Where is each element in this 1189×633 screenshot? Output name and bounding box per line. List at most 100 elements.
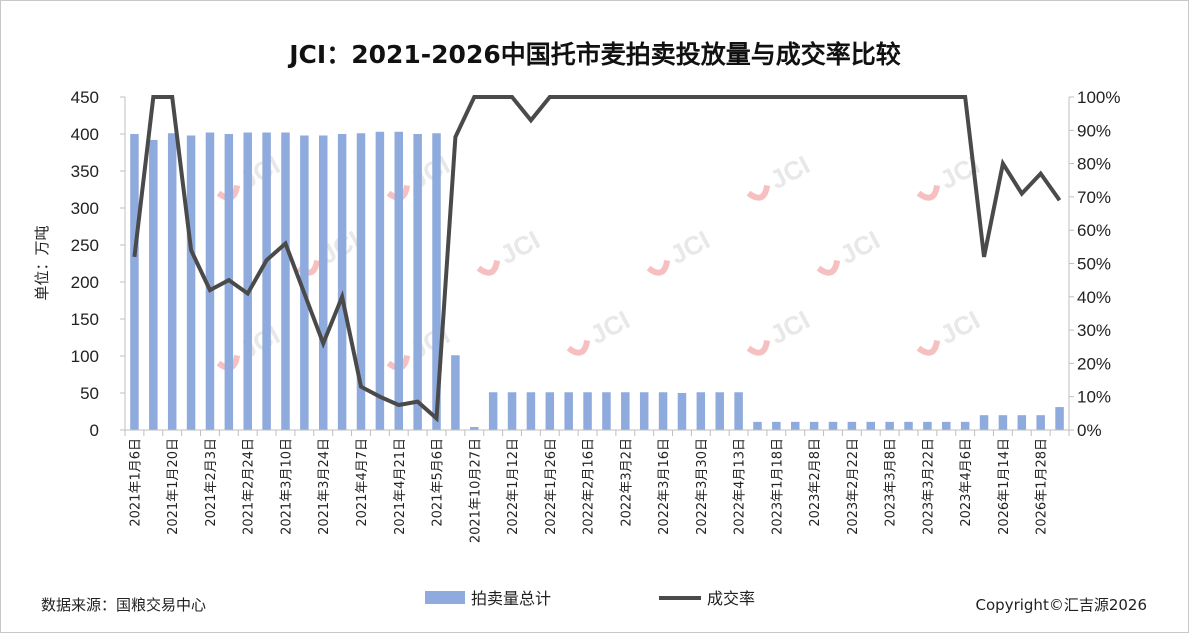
bar (696, 392, 706, 430)
legend-swatch-bar (425, 591, 465, 604)
watermark-text: JCI (585, 305, 635, 350)
bar (998, 415, 1008, 430)
y2-tick-label: 100% (1077, 88, 1120, 107)
bar (300, 135, 309, 431)
x-tick-label: 2023年3月8日 (884, 438, 899, 527)
x-tick-label: 2023年4月6日 (959, 438, 974, 527)
watermark-swoosh (566, 339, 591, 356)
y-tick-label: 100 (71, 347, 99, 366)
bar (790, 421, 800, 430)
x-tick-label: 2023年2月8日 (808, 438, 823, 527)
x-tick-label: 2021年2月24日 (242, 438, 257, 535)
left-y-ticks: 450 400 350 300 250 200 150 100 50 0 (71, 88, 125, 440)
y2-tick-label: 20% (1077, 354, 1111, 373)
bar (281, 132, 290, 430)
bar (356, 133, 366, 430)
watermark-swoosh (746, 339, 771, 356)
y2-tick-label: 80% (1077, 155, 1111, 174)
bar (375, 131, 385, 430)
bar (828, 421, 838, 430)
bar (979, 415, 989, 430)
y-tick-label: 250 (71, 236, 99, 255)
watermark-swoosh (916, 339, 941, 356)
bar (130, 134, 139, 430)
y2-tick-label: 10% (1077, 388, 1111, 407)
x-tick-label: 2021年4月7日 (355, 438, 370, 527)
x-ticks: 2021年1月6日 2021年1月20日 2021年2月3日 2021年2月24日 20… (128, 438, 1049, 543)
legend: 拍卖量总计 成交率 (425, 589, 755, 608)
watermark-mark: JCI (816, 225, 885, 276)
legend-label-line: 成交率 (707, 589, 755, 608)
x-tick-label: 2022年1月12日 (506, 438, 521, 535)
y-tick-label: 200 (71, 273, 99, 292)
bar (243, 132, 252, 430)
right-y-ticks: 100% 90% 80% 70% 60% 50% 40% 30% 20% 10% 0% (1069, 88, 1120, 440)
y-tick-label: 0 (90, 421, 99, 440)
x-tick-label: 2021年4月21日 (393, 438, 408, 535)
source-note: 数据来源：国粮交易中心 (41, 596, 206, 614)
bar (262, 132, 271, 430)
watermark-text: JCI (405, 320, 455, 365)
watermark-text: JCI (235, 150, 285, 195)
x-tick-label: 2021年5月6日 (431, 438, 446, 527)
bar (847, 421, 857, 430)
chart-title: JCI：2021-2026中国托市麦拍卖投放量与成交率比较 (287, 40, 901, 69)
bar (734, 392, 743, 430)
bar-series (130, 131, 1064, 431)
bar (866, 421, 876, 430)
x-tick-label: 2026年1月14日 (997, 438, 1012, 535)
y-tick-label: 450 (71, 88, 99, 107)
y-tick-label: 300 (71, 199, 99, 218)
x-tick-label: 2023年1月18日 (770, 438, 785, 535)
bar (942, 421, 951, 430)
y-tick-label: 400 (71, 125, 99, 144)
bar (432, 133, 441, 430)
x-tick-label: 2022年1月26日 (544, 438, 559, 535)
y-axis-label: 单位：万吨 (33, 225, 51, 300)
y-tick-label: 50 (80, 384, 99, 403)
x-tick-label: 2022年3月2日 (619, 438, 634, 527)
watermark-swoosh (916, 184, 941, 201)
bar (1055, 407, 1064, 430)
bar (186, 135, 196, 431)
bar (149, 139, 158, 431)
watermark-text: JCI (495, 225, 545, 270)
bar (658, 392, 668, 430)
bar (205, 132, 215, 430)
bar (318, 135, 328, 431)
bar (753, 421, 762, 430)
x-tick-label: 2021年3月24日 (317, 438, 332, 535)
watermark-mark: JCI (746, 305, 815, 356)
legend-label-bar: 拍卖量总计 (471, 589, 551, 608)
copyright-note: Copyright©汇吉源2026 (976, 596, 1147, 614)
x-tick-label: 2022年3月16日 (657, 438, 672, 535)
y2-tick-label: 60% (1077, 221, 1111, 240)
x-tick-label: 2021年10月27日 (468, 438, 483, 543)
bar (639, 392, 649, 430)
y2-tick-label: 50% (1077, 255, 1111, 274)
watermark-mark: JCI (746, 150, 815, 201)
watermark-mark: JCI (646, 225, 715, 276)
x-tick-label: 2022年2月16日 (582, 438, 597, 535)
bar (772, 421, 781, 430)
bar (413, 134, 422, 430)
x-tick-label: 2023年3月22日 (921, 438, 936, 535)
watermark-mark: JCI (566, 305, 635, 356)
bar (394, 131, 404, 430)
watermark-text: JCI (835, 225, 885, 270)
bar (885, 421, 894, 430)
bar (602, 392, 611, 430)
watermark-text: JCI (405, 150, 455, 195)
x-tick-label: 2021年3月10日 (279, 438, 294, 535)
y2-tick-label: 90% (1077, 121, 1111, 140)
bar (923, 421, 932, 430)
bar (167, 133, 177, 430)
bar (960, 421, 970, 430)
watermark-text: JCI (765, 150, 815, 195)
bar (677, 393, 687, 430)
bar (526, 392, 536, 430)
bar (545, 392, 555, 430)
x-tick-label: 2021年2月3日 (204, 438, 219, 527)
bar (1036, 415, 1045, 430)
